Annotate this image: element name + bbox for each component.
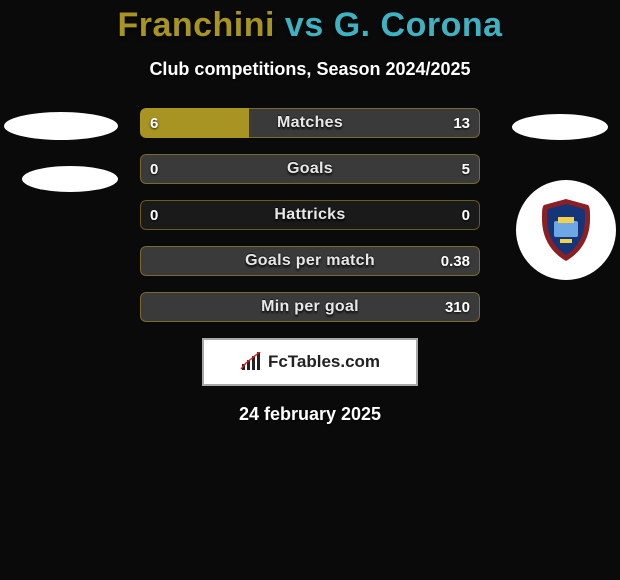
player1-avatar-placeholder xyxy=(4,112,118,140)
stat-label: Matches xyxy=(140,108,480,138)
stat-row: 05Goals xyxy=(140,154,480,184)
source-attribution: FcTables.com xyxy=(202,338,418,386)
bar-chart-icon xyxy=(240,352,264,372)
stat-label: Hattricks xyxy=(140,200,480,230)
stat-label: Min per goal xyxy=(140,292,480,322)
vs-text: vs xyxy=(285,6,324,44)
comparison-bars: 613Matches 05Goals 00Hattricks 0.38Goals pe… xyxy=(140,108,480,322)
comparison-title: Franchini vs G. Corona xyxy=(0,0,620,45)
stat-row: 00Hattricks xyxy=(140,200,480,230)
player2-club-badge xyxy=(516,180,616,280)
subtitle: Club competitions, Season 2024/2025 xyxy=(0,59,620,80)
player1-club-placeholder xyxy=(22,166,118,192)
comparison-panel: 613Matches 05Goals 00Hattricks 0.38Goals pe… xyxy=(0,108,620,322)
player2-avatar-placeholder xyxy=(512,114,608,140)
player2-name: G. Corona xyxy=(334,6,503,44)
source-name: FcTables.com xyxy=(268,352,380,372)
shield-icon xyxy=(538,197,594,263)
stat-label: Goals per match xyxy=(140,246,480,276)
stat-row: 0.38Goals per match xyxy=(140,246,480,276)
player1-name: Franchini xyxy=(117,6,275,44)
snapshot-date: 24 february 2025 xyxy=(0,404,620,425)
stat-label: Goals xyxy=(140,154,480,184)
stat-row: 613Matches xyxy=(140,108,480,138)
stat-row: 310Min per goal xyxy=(140,292,480,322)
